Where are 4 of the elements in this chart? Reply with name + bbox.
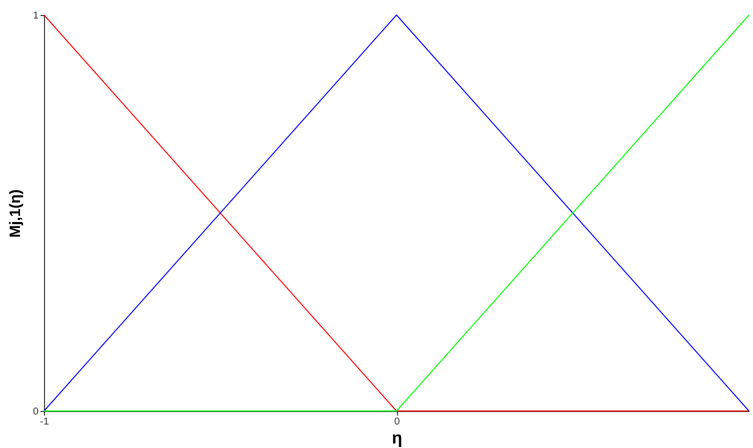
x-axis-title: η xyxy=(392,428,402,448)
y-tick-label: 1 xyxy=(32,10,39,22)
x-tick-label: -1 xyxy=(40,416,50,428)
y-axis-title: Mj,1(η) xyxy=(6,189,24,238)
